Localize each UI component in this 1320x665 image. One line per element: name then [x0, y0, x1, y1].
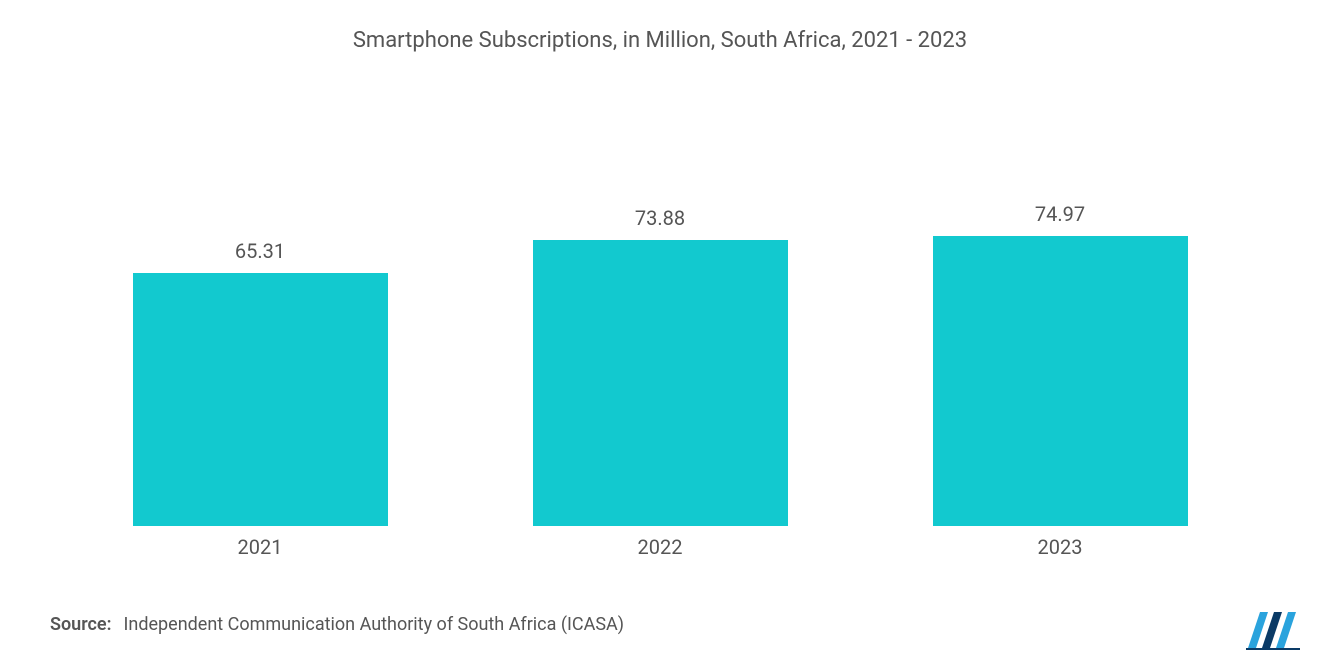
bar-value-label: 65.31 — [235, 239, 285, 263]
bar-value-label: 74.97 — [1035, 202, 1085, 226]
brand-logo-icon — [1246, 608, 1300, 650]
bar — [133, 273, 388, 526]
source-row: Source: Independent Communication Author… — [50, 614, 1270, 635]
chart-title: Smartphone Subscriptions, in Million, So… — [50, 28, 1270, 53]
bar — [533, 240, 788, 526]
chart-container: Smartphone Subscriptions, in Million, So… — [0, 0, 1320, 665]
x-axis-label: 2023 — [920, 535, 1200, 559]
x-axis-labels: 2021 2022 2023 — [50, 527, 1270, 559]
chart-plot-area: 65.31 73.88 74.97 — [50, 113, 1270, 527]
x-axis-label: 2021 — [120, 535, 400, 559]
bar — [933, 236, 1188, 527]
source-label: Source: — [50, 614, 112, 635]
bar-value-label: 73.88 — [635, 206, 685, 230]
bar-group: 73.88 — [520, 206, 800, 526]
bar-group: 65.31 — [120, 239, 400, 526]
source-text: Independent Communication Authority of S… — [124, 614, 625, 635]
x-axis-label: 2022 — [520, 535, 800, 559]
bar-group: 74.97 — [920, 202, 1200, 527]
